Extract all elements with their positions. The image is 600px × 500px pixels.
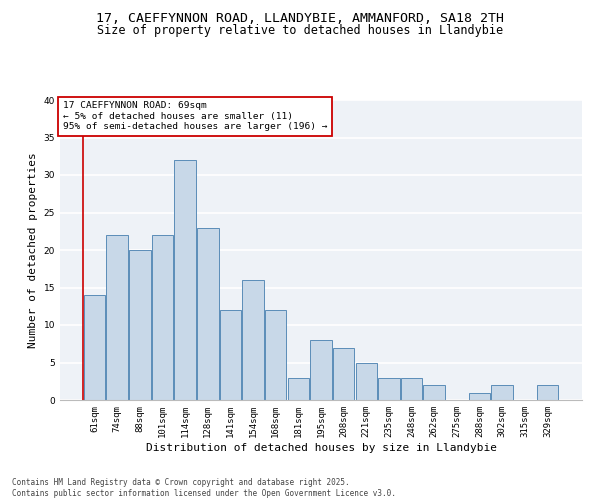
Y-axis label: Number of detached properties: Number of detached properties <box>28 152 38 348</box>
Bar <box>106 235 128 400</box>
Bar <box>424 385 445 400</box>
Bar <box>175 160 196 400</box>
Bar <box>84 295 105 400</box>
Bar <box>129 250 151 400</box>
Bar <box>333 348 355 400</box>
Text: 17, CAEFFYNNON ROAD, LLANDYBIE, AMMANFORD, SA18 2TH: 17, CAEFFYNNON ROAD, LLANDYBIE, AMMANFOR… <box>96 12 504 26</box>
Text: 17 CAEFFYNNON ROAD: 69sqm
← 5% of detached houses are smaller (11)
95% of semi-d: 17 CAEFFYNNON ROAD: 69sqm ← 5% of detach… <box>62 102 327 132</box>
Bar <box>310 340 332 400</box>
Bar <box>537 385 558 400</box>
Bar <box>220 310 241 400</box>
Text: Size of property relative to detached houses in Llandybie: Size of property relative to detached ho… <box>97 24 503 37</box>
Bar <box>287 378 309 400</box>
Bar <box>378 378 400 400</box>
Bar <box>401 378 422 400</box>
Bar <box>197 228 218 400</box>
Bar <box>469 392 490 400</box>
Bar <box>265 310 286 400</box>
X-axis label: Distribution of detached houses by size in Llandybie: Distribution of detached houses by size … <box>146 442 497 452</box>
Bar <box>242 280 264 400</box>
Bar <box>152 235 173 400</box>
Bar <box>491 385 513 400</box>
Bar <box>356 362 377 400</box>
Text: Contains HM Land Registry data © Crown copyright and database right 2025.
Contai: Contains HM Land Registry data © Crown c… <box>12 478 396 498</box>
